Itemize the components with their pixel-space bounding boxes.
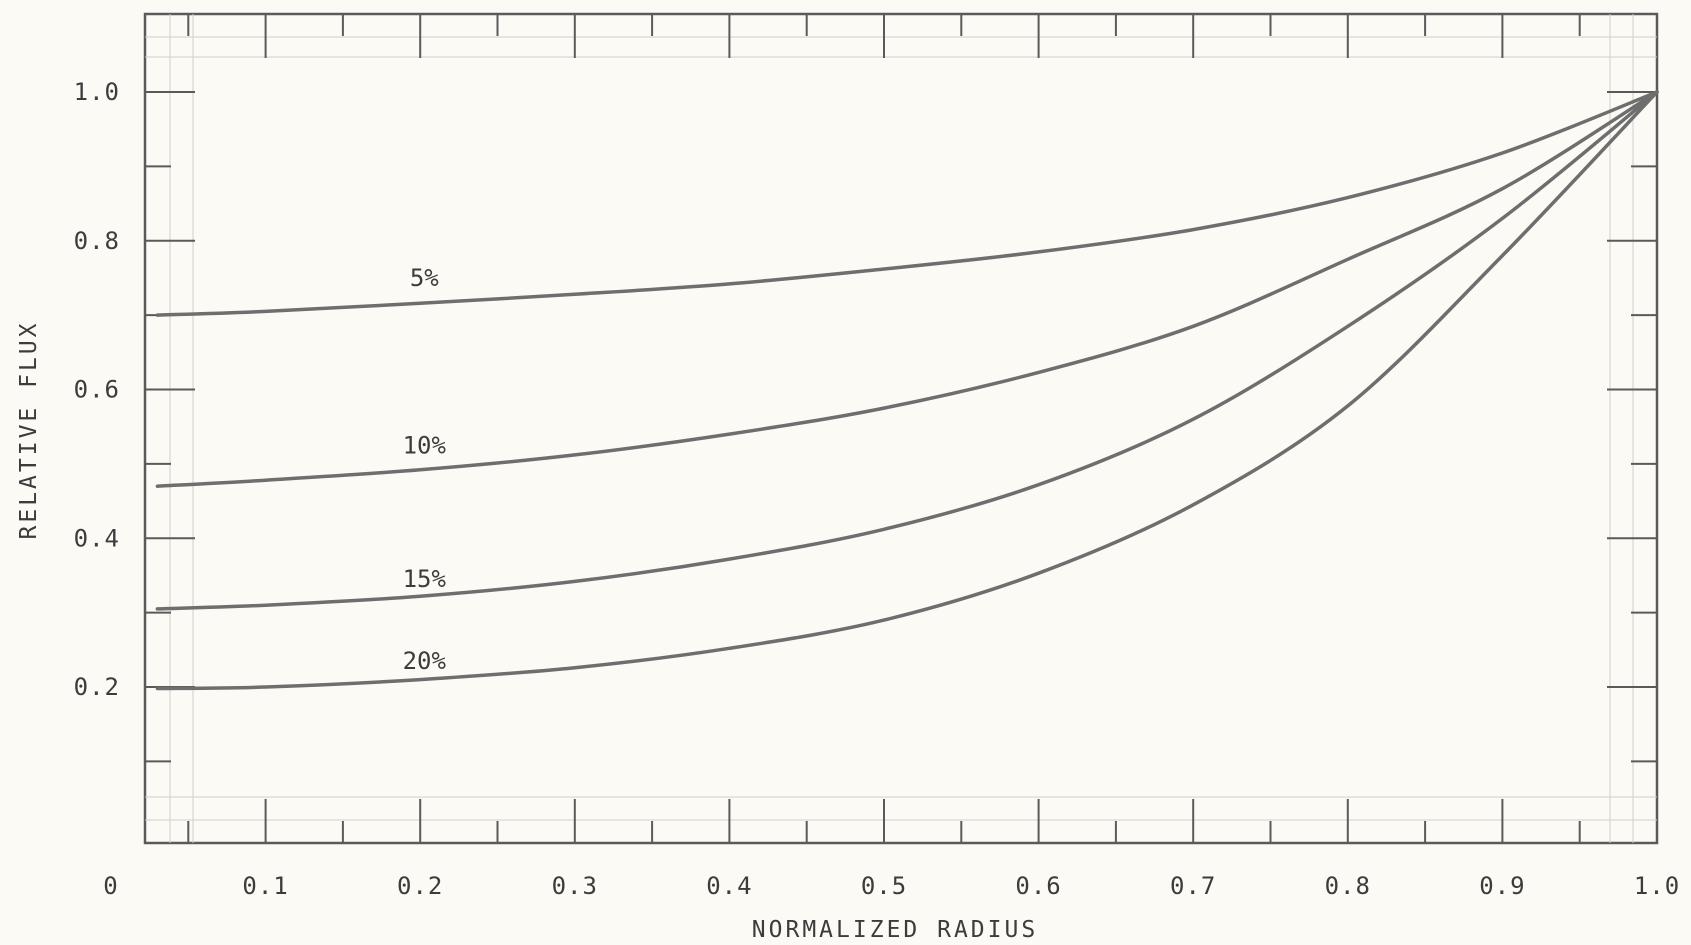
y-tick-label: 0.2 xyxy=(74,673,120,701)
x-tick-label: 0.4 xyxy=(706,872,752,900)
y-tick-label: 0.4 xyxy=(74,524,120,552)
series-label: 5% xyxy=(410,264,439,292)
plot-border xyxy=(143,12,1659,845)
series-line-15pct xyxy=(155,90,1659,611)
series-label: 20% xyxy=(403,647,447,675)
y-tick-label: 0.6 xyxy=(74,376,120,404)
x-axis-title: NORMALIZED RADIUS xyxy=(752,917,1038,943)
series-line-10pct xyxy=(155,90,1659,488)
plot-frame xyxy=(143,12,1659,845)
series-line-20pct xyxy=(155,90,1659,691)
x-tick-label: 0.8 xyxy=(1325,872,1371,900)
x-tick-label: 0.7 xyxy=(1170,872,1216,900)
series-label: 10% xyxy=(403,431,447,459)
x-tick-label: 0.6 xyxy=(1015,872,1061,900)
x-tick-label: 0.2 xyxy=(397,872,443,900)
x-tick-label: 0.1 xyxy=(242,872,288,900)
x-tick-label: 1.0 xyxy=(1634,872,1680,900)
series-label: 15% xyxy=(403,565,447,593)
y-tick-label: 0.8 xyxy=(74,227,120,255)
series-line-5pct xyxy=(155,90,1659,317)
x-tick-label: 0.9 xyxy=(1479,872,1525,900)
labels: 0 0.1 0.2 0.3 0.4 0.5 0.6 0.7 0.8 0.9 1.0 0.2 0.4 0.6… xyxy=(74,78,1680,900)
y-tick-label: 1.0 xyxy=(74,78,120,106)
x-tick-label: 0 xyxy=(103,872,118,900)
series-lines xyxy=(155,90,1659,691)
x-tick-label: 0.5 xyxy=(861,872,907,900)
y-axis-title: RELATIVE FLUX xyxy=(16,320,42,539)
x-tick-label: 0.3 xyxy=(552,872,598,900)
